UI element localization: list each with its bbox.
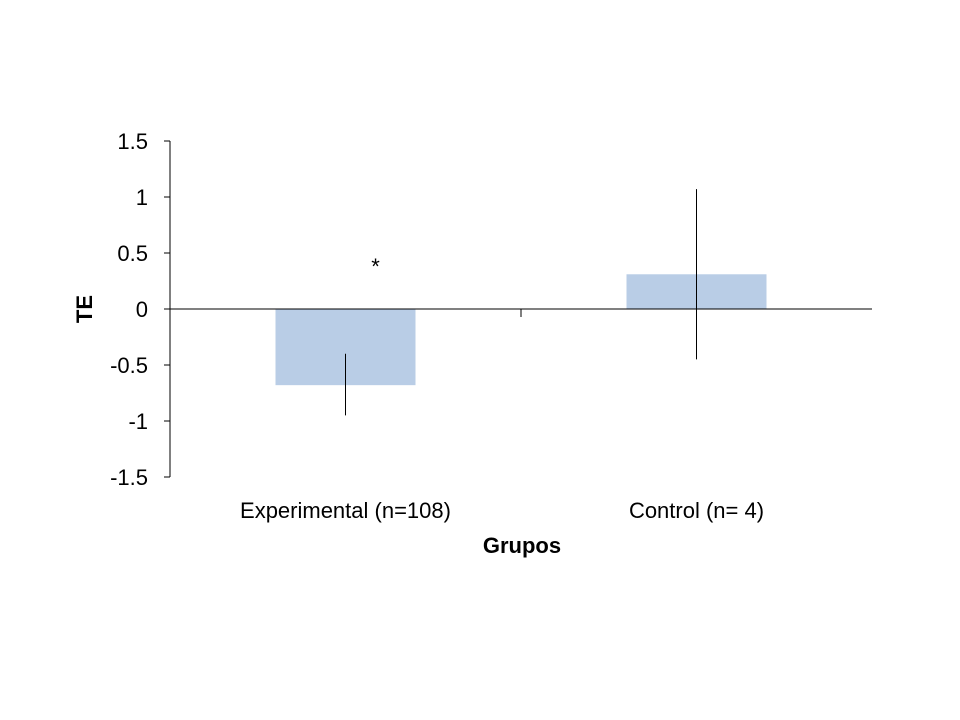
annotations: * [371, 254, 380, 279]
significance-asterisk: * [371, 254, 380, 279]
x-tick-label: Control (n= 4) [629, 498, 764, 523]
y-tick-label: 1 [136, 185, 148, 210]
x-axis: Experimental (n=108) Control (n= 4) [170, 308, 872, 523]
y-axis-title: TE [72, 295, 97, 323]
y-tick-label: -1 [128, 409, 148, 434]
y-tick-label: 0 [136, 297, 148, 322]
x-tick-label: Experimental (n=108) [240, 498, 451, 523]
y-tick-label: 0.5 [117, 241, 148, 266]
y-tick-label: 1.5 [117, 129, 148, 154]
y-tick-label: -0.5 [110, 353, 148, 378]
error-bars [345, 189, 697, 416]
bars [275, 274, 767, 386]
y-axis: 1.5 1 0.5 0 -0.5 -1 -1.5 [110, 129, 171, 490]
y-tick-label: -1.5 [110, 465, 148, 490]
x-axis-title: Grupos [483, 533, 561, 558]
